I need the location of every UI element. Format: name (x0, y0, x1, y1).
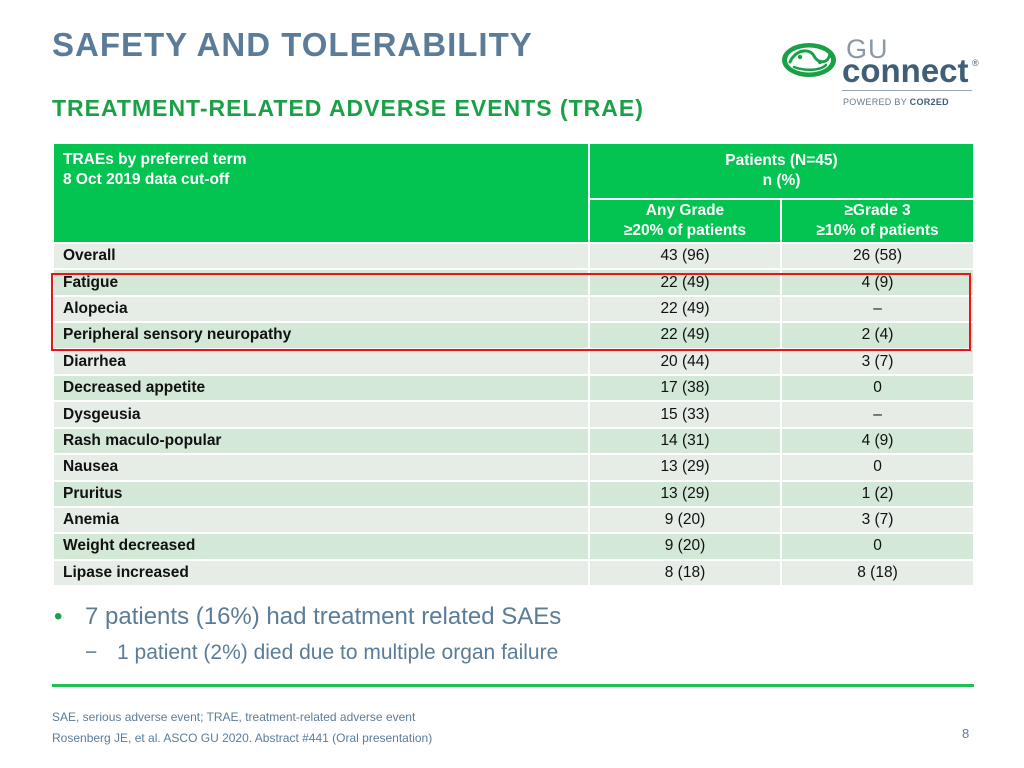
grade-3-cell: – (779, 294, 976, 324)
table-row: Pruritus 13 (29) 1 (2) (52, 479, 976, 508)
trae-table: TRAEs by preferred term 8 Oct 2019 data … (52, 142, 976, 588)
term-cell: Peripheral sensory neuropathy (52, 321, 590, 350)
table-row: Weight decreased 9 (20) 0 (52, 532, 976, 561)
header-patients: Patients (N=45) n (%) (587, 142, 976, 200)
grade-3-cell: 0 (779, 373, 976, 403)
footer-divider (52, 684, 974, 687)
table-row: Anemia 9 (20) 3 (7) (52, 505, 976, 535)
any-grade-cell: 22 (49) (588, 268, 782, 297)
any-grade-cell: 13 (29) (588, 453, 782, 482)
grade-3-cell: 3 (7) (779, 347, 976, 376)
header-n-percent-line: n (%) (762, 172, 801, 189)
term-cell: Fatigue (52, 268, 590, 297)
grade-3-cell: – (779, 400, 976, 429)
term-cell: Lipase increased (52, 558, 590, 588)
table-row: Peripheral sensory neuropathy 22 (49) 2 (4… (52, 321, 976, 350)
term-cell: Dysgeusia (52, 400, 590, 429)
page-title: SAFETY AND TOLERABILITY (52, 26, 533, 63)
table-row: Nausea 13 (29) 0 (52, 453, 976, 482)
grade-3-cell: 8 (18) (779, 558, 976, 588)
any-grade-cell: 14 (31) (588, 426, 782, 456)
any-grade-cell: 17 (38) (588, 373, 782, 403)
header-preferred-term: TRAEs by preferred term 8 Oct 2019 data … (52, 142, 590, 244)
grade-3-cell: 4 (9) (779, 426, 976, 456)
bullet-text: 7 patients (16%) had treatment related S… (85, 603, 562, 630)
any-grade-cell: 15 (33) (588, 400, 782, 429)
any-grade-cell: 8 (18) (588, 558, 782, 588)
header-grade-3-threshold: ≥10% of patients (816, 222, 939, 239)
table-row: Diarrhea 20 (44) 3 (7) (52, 347, 976, 376)
grade-3-cell: 3 (7) (779, 505, 976, 535)
sub-bullet-text: 1 patient (2%) died due to multiple orga… (117, 641, 559, 664)
header-grade-3: ≥Grade 3 ≥10% of patients (779, 198, 976, 244)
term-cell: Rash maculo-popular (52, 426, 590, 456)
header-cutoff-line: 8 Oct 2019 data cut-off (63, 171, 230, 188)
table-row: Alopecia 22 (49) – (52, 294, 976, 324)
table-row: Dysgeusia 15 (33) – (52, 400, 976, 429)
grade-3-cell: 26 (58) (779, 241, 976, 271)
table-row: Fatigue 22 (49) 4 (9) (52, 268, 976, 297)
header-patients-line: Patients (N=45) (725, 152, 838, 169)
term-cell: Pruritus (52, 479, 590, 508)
grade-3-cell: 4 (9) (779, 268, 976, 297)
logo-gu-text: GU (846, 34, 889, 64)
any-grade-cell: 22 (49) (588, 321, 782, 350)
gu-connect-logo-icon (782, 43, 836, 77)
header-term-line: TRAEs by preferred term (63, 151, 247, 168)
page-number: 8 (962, 726, 970, 741)
bullet-dot: • (54, 603, 63, 630)
grade-3-cell: 0 (779, 453, 976, 482)
any-grade-cell: 22 (49) (588, 294, 782, 324)
any-grade-cell: 43 (96) (588, 241, 782, 271)
page-subtitle: TREATMENT-RELATED ADVERSE EVENTS (TRAE) (52, 95, 644, 121)
logo-divider (842, 90, 972, 91)
logo-connect-text: connect (842, 52, 969, 89)
table-row: Lipase increased 8 (18) 8 (18) (52, 558, 976, 588)
term-cell: Anemia (52, 505, 590, 535)
grade-3-cell: 0 (779, 532, 976, 561)
header-any-grade-label: Any Grade (645, 202, 725, 219)
sub-bullet-dash: − (85, 641, 98, 664)
any-grade-cell: 20 (44) (588, 347, 782, 376)
term-cell: Decreased appetite (52, 373, 590, 403)
any-grade-cell: 13 (29) (588, 479, 782, 508)
logo-powered-by: POWERED BY COR2ED (843, 97, 949, 107)
term-cell: Diarrhea (52, 347, 590, 376)
term-cell: Overall (52, 241, 590, 271)
footnote-abbreviations: SAE, serious adverse event; TRAE, treatm… (52, 710, 416, 724)
grade-3-cell: 2 (4) (779, 321, 976, 350)
term-cell: Nausea (52, 453, 590, 482)
term-cell: Alopecia (52, 294, 590, 324)
header-grade-3-label: ≥Grade 3 (844, 202, 911, 219)
header-any-grade: Any Grade ≥20% of patients (588, 198, 782, 244)
any-grade-cell: 9 (20) (588, 532, 782, 561)
header-any-grade-threshold: ≥20% of patients (623, 222, 747, 239)
gu-connect-logo: GU connect ® POWERED BY COR2ED (780, 34, 980, 114)
grade-3-cell: 1 (2) (779, 479, 976, 508)
footnote-reference: Rosenberg JE, et al. ASCO GU 2020. Abstr… (52, 731, 433, 745)
any-grade-cell: 9 (20) (588, 505, 782, 535)
table-row: Overall 43 (96) 26 (58) (52, 241, 976, 271)
table-row: Decreased appetite 17 (38) 0 (52, 373, 976, 403)
logo-registered-mark: ® (972, 58, 979, 68)
table-row: Rash maculo-popular 14 (31) 4 (9) (52, 426, 976, 456)
term-cell: Weight decreased (52, 532, 590, 561)
